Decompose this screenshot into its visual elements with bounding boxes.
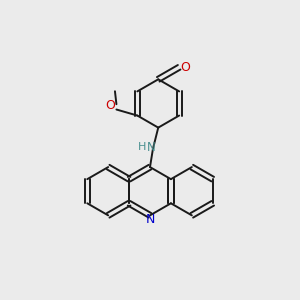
Text: O: O (106, 99, 116, 112)
Text: N: N (147, 141, 156, 154)
Text: N: N (145, 213, 155, 226)
Text: H: H (138, 142, 146, 152)
Text: O: O (181, 61, 190, 74)
